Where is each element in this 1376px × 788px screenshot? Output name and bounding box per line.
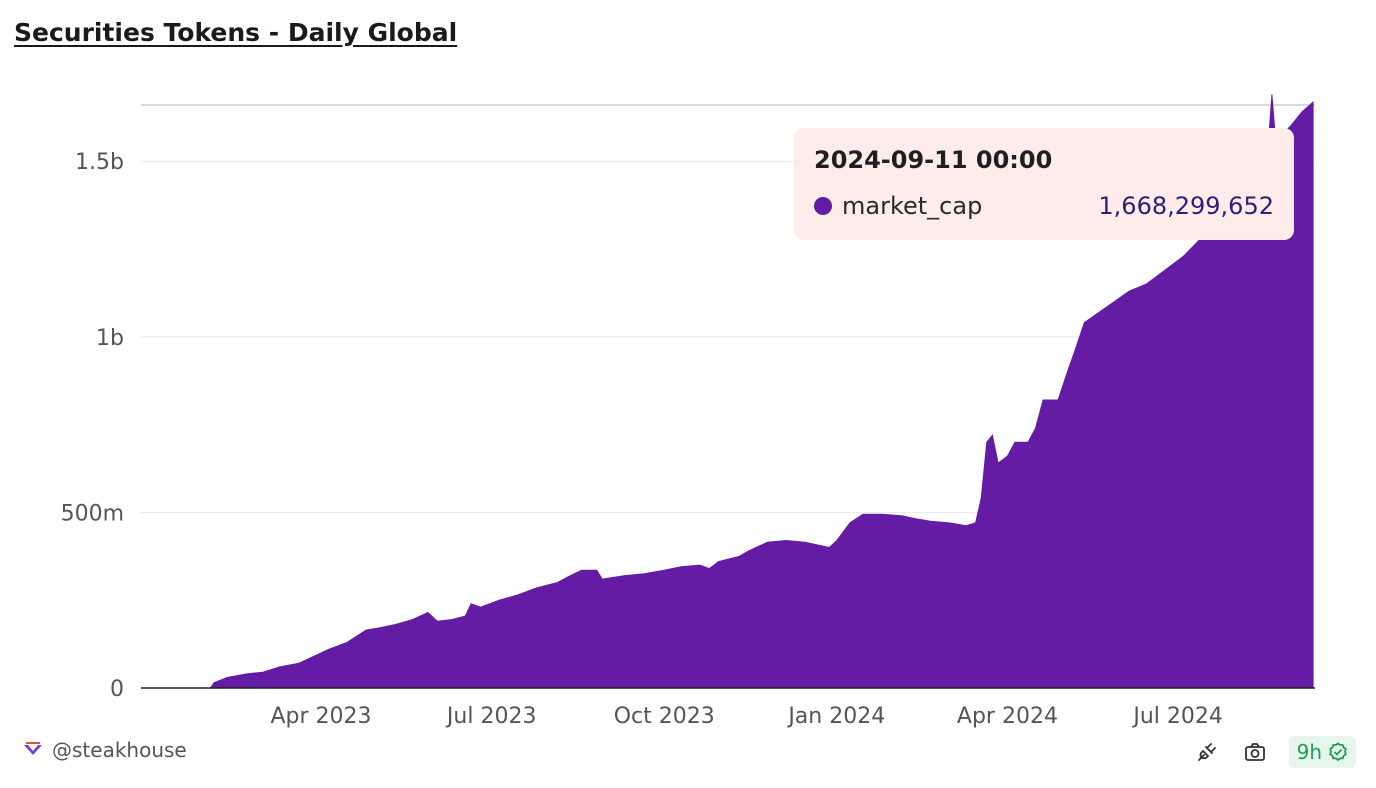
tooltip-series-name: market_cap (842, 192, 983, 220)
author-name: @steakhouse (52, 738, 187, 762)
x-tick-labels: Apr 2023 Jul 2023 Oct 2023 Jan 2024 Apr 2024… (271, 704, 1223, 729)
tooltip: 2024-09-11 00:00 market_cap 1,668,299,65… (794, 128, 1294, 240)
y-tick-labels: 0 500m 1b 1.5b (61, 150, 124, 702)
series-dot-icon (814, 197, 832, 215)
x-tick-label: Apr 2024 (957, 704, 1058, 729)
x-tick-label: Jul 2024 (1131, 704, 1223, 729)
x-tick-label: Jul 2023 (445, 704, 537, 729)
plug-icon[interactable] (1193, 738, 1221, 766)
tooltip-date: 2024-09-11 00:00 (814, 146, 1053, 174)
steakhouse-logo-icon (24, 742, 42, 755)
y-tick-label: 1b (96, 326, 124, 351)
freshness-age: 9h (1296, 740, 1322, 764)
x-tick-label: Jan 2024 (786, 704, 885, 729)
y-tick-label: 1.5b (75, 150, 124, 175)
y-tick-label: 0 (110, 677, 124, 702)
x-tick-label: Oct 2023 (614, 704, 715, 729)
series-area-market-cap[interactable] (141, 94, 1314, 689)
camera-icon[interactable] (1241, 738, 1269, 766)
tooltip-row: market_cap 1,668,299,652 (814, 192, 1274, 220)
tooltip-value: 1,668,299,652 (1098, 192, 1274, 220)
market-cap-area[interactable] (141, 94, 1314, 689)
y-tick-label: 500m (61, 501, 124, 526)
freshness-badge[interactable]: 9h (1288, 736, 1356, 768)
x-tick-label: Apr 2023 (271, 704, 372, 729)
grid-lines (141, 104, 1315, 513)
check-circle-icon (1329, 742, 1347, 762)
chart-title[interactable]: Securities Tokens - Daily Global (14, 18, 458, 47)
author-link[interactable]: @steakhouse (22, 738, 187, 762)
footer-actions: 9h (1193, 736, 1356, 768)
